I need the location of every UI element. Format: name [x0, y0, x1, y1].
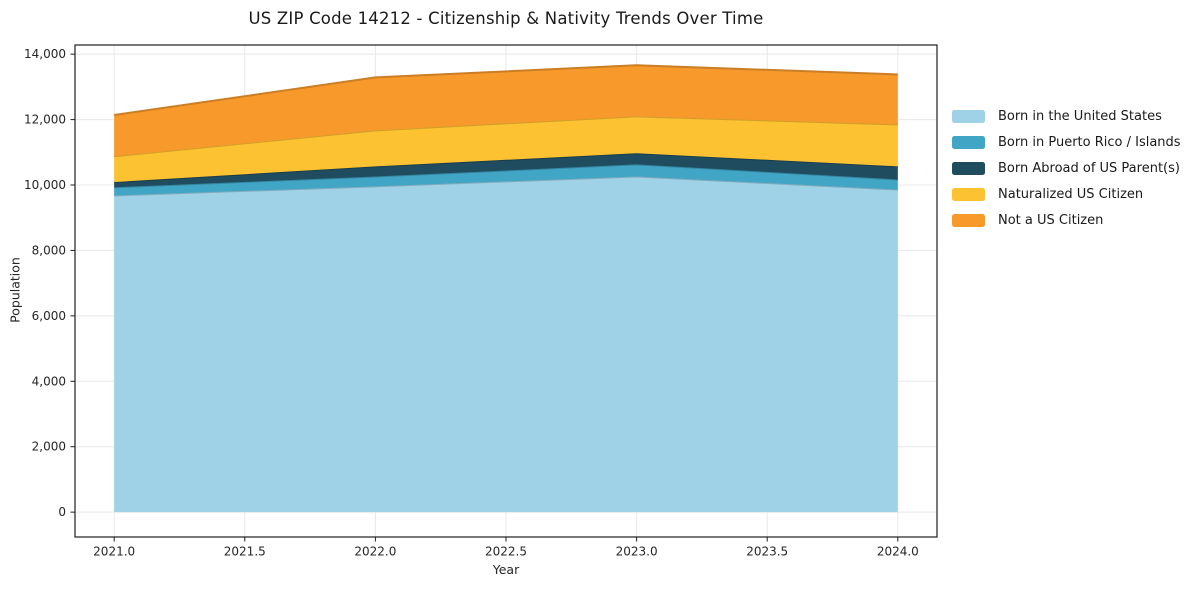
x-tick-label: 2024.0 — [877, 545, 919, 559]
chart-title: US ZIP Code 14212 - Citizenship & Nativi… — [248, 9, 764, 28]
legend-label: Not a US Citizen — [998, 212, 1104, 228]
area-not-a-us-citizen — [114, 65, 898, 157]
y-tick-label: 0 — [58, 505, 66, 519]
legend: Born in the United States Born in Puerto … — [952, 103, 1181, 233]
y-tick-label: 14,000 — [24, 47, 66, 61]
legend-item: Born in the United States — [952, 103, 1181, 129]
y-tick-label: 8,000 — [32, 243, 66, 257]
area-born-in-puerto-rico-islands — [114, 164, 898, 196]
area-born-in-the-united-states — [114, 176, 898, 513]
x-tick-label: 2022.5 — [485, 545, 527, 559]
x-tick-label: 2021.5 — [224, 545, 266, 559]
legend-item: Naturalized US Citizen — [952, 181, 1181, 207]
x-tick-label: 2023.5 — [746, 545, 788, 559]
legend-swatch-icon — [952, 187, 985, 201]
y-axis-label: Population — [7, 257, 23, 323]
legend-label: Born in Puerto Rico / Islands — [998, 134, 1181, 150]
area-edge — [114, 64, 898, 116]
legend-swatch-icon — [952, 135, 985, 149]
y-tick-label: 6,000 — [32, 309, 66, 323]
legend-item: Born in Puerto Rico / Islands — [952, 129, 1181, 155]
legend-label: Born in the United States — [998, 108, 1162, 124]
legend-swatch-icon — [952, 109, 985, 123]
y-tick-label: 4,000 — [32, 374, 66, 388]
x-axis-label: Year — [492, 562, 520, 577]
area-naturalized-us-citizen — [114, 116, 898, 183]
legend-item: Not a US Citizen — [952, 207, 1181, 233]
x-tick-label: 2022.0 — [354, 545, 396, 559]
y-tick-label: 10,000 — [24, 178, 66, 192]
legend-swatch-icon — [952, 161, 985, 175]
y-tick-label: 2,000 — [32, 440, 66, 454]
x-tick-label: 2023.0 — [616, 545, 658, 559]
legend-label: Born Abroad of US Parent(s) — [998, 160, 1180, 176]
legend-item: Born Abroad of US Parent(s) — [952, 155, 1181, 181]
legend-swatch-icon — [952, 213, 985, 227]
y-tick-label: 12,000 — [24, 113, 66, 127]
x-tick-label: 2021.0 — [93, 545, 135, 559]
legend-label: Naturalized US Citizen — [998, 186, 1144, 202]
area-born-abroad-of-us-parent-s- — [114, 153, 898, 188]
